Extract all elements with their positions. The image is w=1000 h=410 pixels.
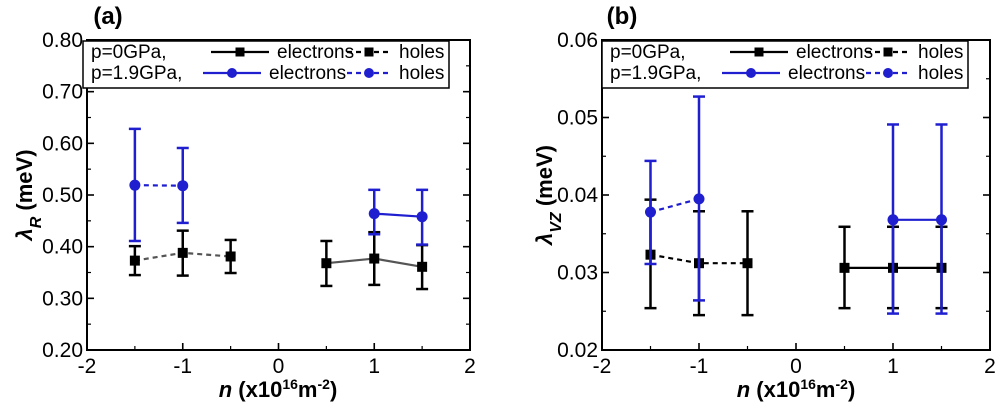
legend-marker [883,47,893,57]
legend-marker [227,68,237,78]
y-tick-label: 0.05 [557,107,598,130]
series-electrons-p1_9 [368,188,429,246]
x-axis-exponent: 16 [800,376,816,392]
legend-pressure-label: p=1.9GPa, [610,63,701,84]
legend-marker [746,68,756,78]
y-axis-subscript: R [28,216,45,228]
series-holes-p0 [128,229,237,277]
y-tick-label: 0.04 [557,184,598,207]
data-point [693,193,705,205]
x-axis-unit-exponent: -2 [835,376,848,392]
legend-marker [364,47,374,57]
legend-pressure-label: p=0GPa, [610,42,686,63]
series-electrons-p1_9 [887,123,948,315]
legend-holes-label: holes [399,42,444,63]
y-tick-label: 0.60 [42,132,83,155]
y-tick-label: 0.02 [557,339,598,362]
panel-label: (a) [93,3,122,30]
x-axis-close: ) [848,377,855,402]
x-axis-text: (x10 [750,377,800,402]
x-tick-label: 2 [984,355,996,378]
series-line [134,184,183,187]
x-tick-label: -2 [78,355,97,378]
y-axis-label: λVZ (meV) [532,145,565,246]
x-axis-label: n (x1016m-2) [219,376,338,402]
legend-holes-label: holes [918,42,963,63]
data-point [177,180,189,192]
data-point [368,208,380,220]
series-holes-p1_9 [644,95,705,302]
y-tick-label: 0.06 [557,29,598,52]
legend-marker [883,68,893,78]
x-tick-label: 0 [273,355,285,378]
x-tick-label: -1 [173,355,192,378]
legend-electrons-label: electrons [277,42,354,63]
legend-pressure-label: p=1.9GPa, [91,63,182,84]
x-axis-exponent: 16 [282,376,298,392]
x-axis-label: n (x1016m-2) [737,376,856,402]
y-tick-label: 0.70 [42,81,83,104]
x-tick-label: 2 [464,355,476,378]
y-axis-text: (meV) [12,149,37,216]
data-point [177,247,188,258]
x-axis-unit: m [816,377,836,402]
data-point [416,211,428,223]
data-point [129,255,140,266]
x-tick-label: -2 [593,355,612,378]
legend-marker [364,68,374,78]
legend-electrons-label: electrons [796,42,873,63]
x-axis-var: n [737,377,750,402]
data-point [417,261,428,272]
y-tick-label: 0.30 [42,287,83,310]
data-point [369,253,380,264]
series-electrons-p0 [320,230,429,291]
x-tick-label: 1 [368,355,380,378]
data-point [742,258,753,269]
y-axis-var: λ [532,233,557,246]
legend: p=0GPa, electrons holes p=1.9GPa, electrons h… [82,40,450,89]
legend-box [82,40,450,89]
data-point [839,262,850,273]
x-axis-text: (x10 [232,377,282,402]
panel-b: (b)-2 -1 0 1 20.020.030.040.050.06n (x1016m-… [532,3,996,402]
legend-holes-label: holes [399,63,444,84]
y-axis-var: λ [12,228,37,241]
y-tick-label: 0.03 [557,262,598,285]
data-point [321,258,332,269]
panel-label: (b) [607,3,638,30]
data-point [225,251,236,262]
series-line [374,212,423,218]
x-tick-label: 1 [887,355,899,378]
y-tick-label: 0.40 [42,236,83,259]
x-axis-var: n [219,377,232,402]
x-axis-unit: m [298,377,318,402]
data-point [645,206,656,218]
y-axis-label: λR (meV) [12,149,45,241]
y-tick-label: 0.80 [42,29,83,52]
legend-marker [235,47,245,57]
legend-pressure-label: p=0GPa, [91,42,167,63]
x-tick-label: 0 [790,355,802,378]
series-holes-p1_9 [128,127,189,243]
x-axis-close: ) [330,377,337,402]
data-point [887,214,899,226]
data-point [129,179,141,191]
x-axis-unit-exponent: -2 [317,376,330,392]
y-tick-label: 0.20 [42,339,83,362]
y-tick-label: 0.50 [42,184,83,207]
y-axis-text: (meV) [532,145,557,212]
legend-box [601,40,969,89]
data-point [936,214,947,226]
series-line [650,197,700,214]
legend: p=0GPa, electrons holes p=1.9GPa, electrons h… [601,40,969,89]
legend-holes-label: holes [918,63,963,84]
x-tick-label: -1 [690,355,709,378]
legend-marker [754,47,764,57]
legend-electrons-label: electrons [269,63,346,84]
legend-electrons-label: electrons [788,63,865,84]
y-axis-subscript: VZ [548,211,565,233]
panel-a: (a) -2 -1 0 1 2 0.20 0.30 0.40 0.50 0.60 0.70 0.80 n … [12,3,476,402]
